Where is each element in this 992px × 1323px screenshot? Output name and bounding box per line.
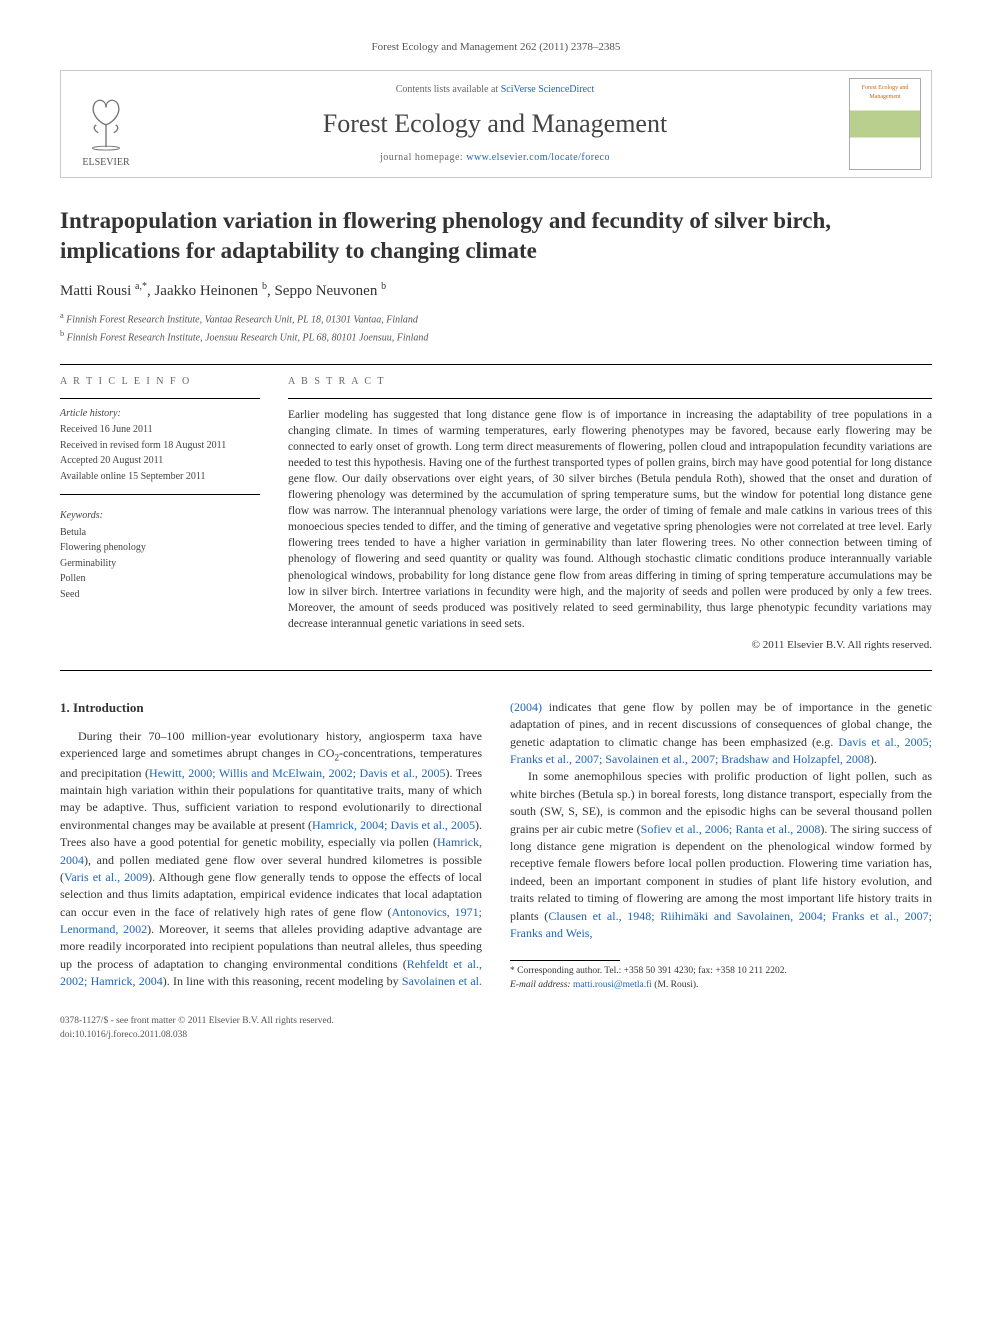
article-info-head: A R T I C L E I N F O [60,375,260,390]
citation-link[interactable]: Hamrick, 2004; Davis et al., 2005 [312,818,475,832]
page: Forest Ecology and Management 262 (2011)… [0,0,992,1072]
keyword: Seed [60,588,260,603]
copyright: © 2011 Elsevier B.V. All rights reserved… [288,638,932,654]
citation-link[interactable]: Sofiev et al., 2006; Ranta et al., 2008 [641,822,821,836]
abstract-text: Earlier modeling has suggested that long… [288,407,932,632]
journal-name: Forest Ecology and Management [159,105,831,143]
rule [288,398,932,399]
email-label: E-mail address: [510,980,573,990]
keyword: Flowering phenology [60,541,260,556]
author: Matti Rousi a,* [60,283,147,299]
keyword: Pollen [60,572,260,587]
homepage-prefix: journal homepage: [380,152,466,163]
history-line: Accepted 20 August 2011 [60,454,260,469]
section-heading: 1. Introduction [60,699,482,718]
article-info: A R T I C L E I N F O Article history: R… [60,375,260,654]
authors-line: Matti Rousi a,*, Jaakko Heinonen b, Sepp… [60,280,932,303]
keywords-head: Keywords: [60,509,260,524]
page-footer: 0378-1127/$ - see front matter © 2011 El… [60,1015,932,1043]
journal-banner: ELSEVIER Contents lists available at Sci… [60,70,932,178]
rule [60,364,932,365]
corr-email-line: E-mail address: matti.rousi@metla.fi (M.… [510,979,932,993]
email-link[interactable]: matti.rousi@metla.fi [573,980,652,990]
front-matter-line: 0378-1127/$ - see front matter © 2011 El… [60,1015,334,1029]
author: Seppo Neuvonen b [274,283,386,299]
doi-line: doi:10.1016/j.foreco.2011.08.038 [60,1029,334,1043]
keyword: Betula [60,526,260,541]
history-line: Available online 15 September 2011 [60,470,260,485]
banner-center: Contents lists available at SciVerse Sci… [151,71,839,177]
keyword: Germinability [60,557,260,572]
citation-link[interactable]: Varis et al., 2009 [64,870,148,884]
article-title: Intrapopulation variation in flowering p… [60,206,932,266]
publisher-logo-block: ELSEVIER [61,71,151,177]
citation-link[interactable]: Clausen et al., 1948; Riihimäki and Savo… [510,909,932,940]
footer-left: 0378-1127/$ - see front matter © 2011 El… [60,1015,334,1043]
history-line: Received 16 June 2011 [60,423,260,438]
abstract-head: A B S T R A C T [288,375,932,390]
contents-line: Contents lists available at SciVerse Sci… [159,83,831,98]
homepage-line: journal homepage: www.elsevier.com/locat… [159,151,831,166]
publisher-name: ELSEVIER [82,156,129,171]
contents-prefix: Contents lists available at [396,84,501,95]
homepage-link[interactable]: www.elsevier.com/locate/foreco [466,152,610,163]
affiliation: b Finnish Forest Research Institute, Joe… [60,328,932,346]
cover-thumb-title: Forest Ecology and Management [850,84,920,101]
corresponding-footnote: * Corresponding author. Tel.: +358 50 39… [510,965,932,993]
affiliation: a Finnish Forest Research Institute, Van… [60,310,932,328]
paragraph: In some anemophilous species with prolif… [510,768,932,942]
meta-row: A R T I C L E I N F O Article history: R… [60,375,932,654]
citation-link[interactable]: Hewitt, 2000; Willis and McElwain, 2002;… [149,766,445,780]
header-citation: Forest Ecology and Management 262 (2011)… [60,40,932,56]
abstract-block: A B S T R A C T Earlier modeling has sug… [288,375,932,654]
history-head: Article history: [60,407,260,422]
sciencedirect-link[interactable]: SciVerse ScienceDirect [501,84,595,95]
journal-cover-thumb: Forest Ecology and Management [849,78,921,170]
author: Jaakko Heinonen b [154,283,266,299]
elsevier-tree-icon [77,94,135,152]
affiliations: a Finnish Forest Research Institute, Van… [60,310,932,346]
body-columns: 1. Introduction During their 70–100 mill… [60,699,932,993]
cover-thumb-block: Forest Ecology and Management [839,71,931,177]
rule [60,494,260,495]
corr-author-line: * Corresponding author. Tel.: +358 50 39… [510,965,932,979]
rule [60,670,932,671]
history-line: Received in revised form 18 August 2011 [60,439,260,454]
footnote-rule [510,960,620,961]
rule [60,398,260,399]
